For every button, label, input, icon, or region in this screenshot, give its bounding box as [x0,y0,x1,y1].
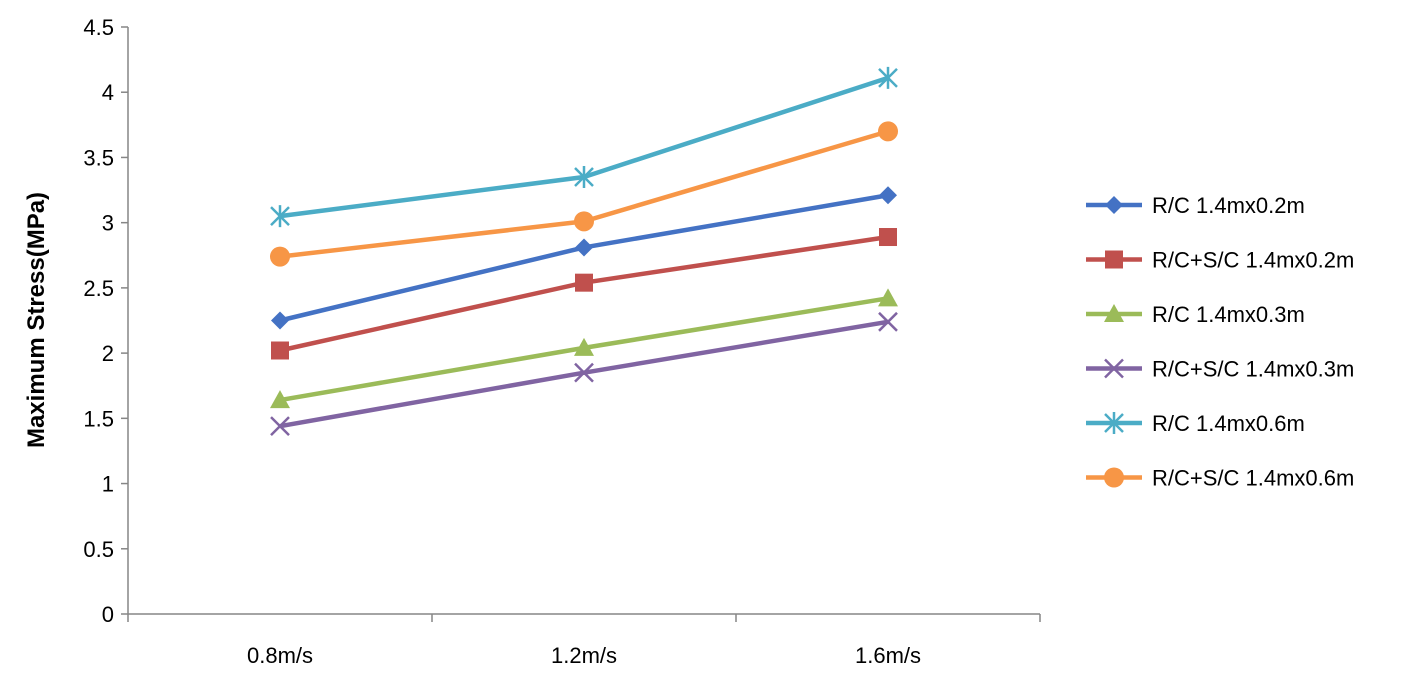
data-point [270,390,290,409]
legend: R/C 1.4mx0.2m R/C+S/C 1.4mx0.2m R/C 1.4mx0… [1086,193,1354,491]
x-tick-label: 1.2m/s [551,643,617,668]
series-6 [270,121,898,267]
data-point [878,66,898,89]
data-point [879,228,897,247]
y-tick-label: 0.5 [83,537,114,562]
data-point [878,288,898,307]
legend-marker [1104,467,1124,488]
x-tick-label: 0.8m/s [247,643,313,668]
data-point [574,337,594,356]
data-point [271,311,289,330]
series-3 [270,288,898,409]
legend-item-2: R/C+S/C 1.4mx0.2m [1086,248,1354,273]
legend-item-6: R/C+S/C 1.4mx0.6m [1086,466,1354,491]
y-axis-title: Maximum Stress(MPa) [23,192,50,448]
data-point [270,246,290,267]
legend-marker [1104,358,1124,379]
legend-label: R/C 1.4mx0.3m [1152,302,1305,327]
series-2 [271,228,897,360]
legend-item-5: R/C 1.4mx0.6m [1086,411,1305,436]
data-point [574,166,594,189]
series-layer [270,66,898,437]
data-point [879,186,897,205]
series-4 [270,311,898,437]
data-point [270,205,290,228]
series-5 [270,66,898,228]
data-point [575,273,593,292]
data-point [271,341,289,360]
y-tick-label: 3 [102,211,114,236]
legend-label: R/C+S/C 1.4mx0.2m [1152,248,1354,273]
legend-item-4: R/C+S/C 1.4mx0.3m [1086,357,1354,382]
legend-label: R/C 1.4mx0.6m [1152,411,1305,436]
data-point [574,362,594,383]
y-tick-label: 1.5 [83,406,114,431]
data-point [270,416,290,437]
marker-stroke [878,311,898,332]
y-tick-label: 4 [102,80,114,105]
marker-stroke [270,416,290,437]
y-tick-label: 2.5 [83,276,114,301]
axes: 0 0.5 1 1.5 2 2.5 3 3.5 4 4.5 0.8m/s 1.2m/s 1.6m/s [83,15,1041,668]
data-point [575,238,593,257]
y-tick-label: 4.5 [83,15,114,40]
legend-item-1: R/C 1.4mx0.2m [1086,193,1305,218]
y-tick-label: 0 [102,602,114,627]
marker-stroke [1104,358,1124,379]
y-tick-label: 2 [102,341,114,366]
legend-marker [1105,196,1123,214]
legend-label: R/C+S/C 1.4mx0.6m [1152,466,1354,491]
legend-label: R/C+S/C 1.4mx0.3m [1152,357,1354,382]
data-point [878,311,898,332]
series-1 [271,186,897,330]
legend-marker [1105,250,1123,269]
data-point [878,121,898,142]
legend-marker [1104,412,1124,434]
legend-item-3: R/C 1.4mx0.3m [1086,302,1305,327]
series-line [279,75,889,219]
y-tick-label: 3.5 [83,145,114,170]
data-point [574,211,594,232]
legend-label: R/C 1.4mx0.2m [1152,193,1305,218]
series-line [279,129,889,259]
x-tick-label: 1.6m/s [855,643,921,668]
legend-marker [1104,304,1124,322]
y-tick-label: 1 [102,472,114,497]
marker-stroke [574,362,594,383]
